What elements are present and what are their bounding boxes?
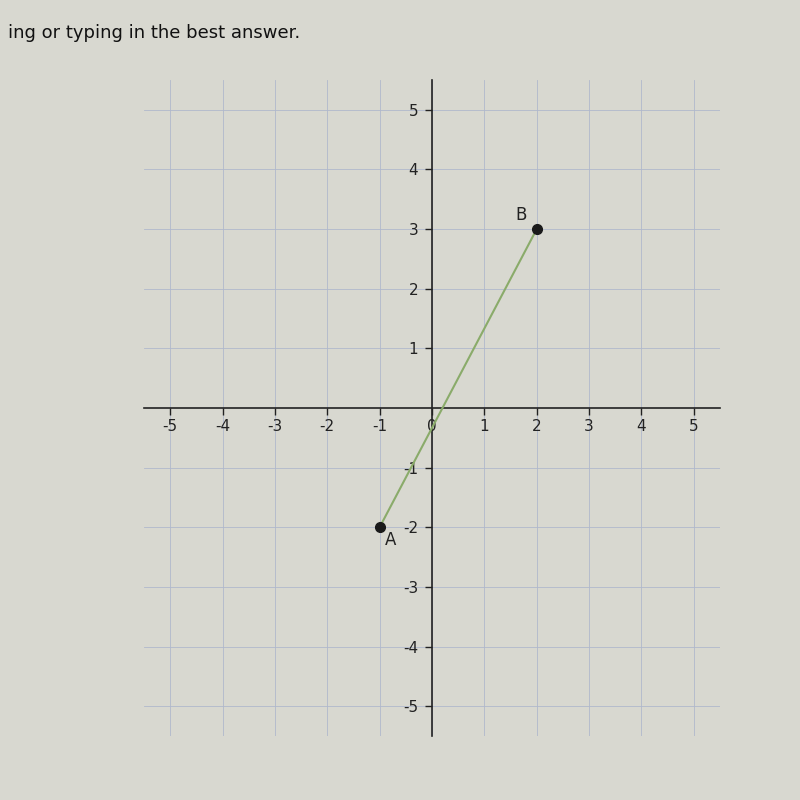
Text: A: A bbox=[385, 531, 396, 549]
Text: ing or typing in the best answer.: ing or typing in the best answer. bbox=[8, 24, 300, 42]
Text: B: B bbox=[516, 206, 527, 224]
